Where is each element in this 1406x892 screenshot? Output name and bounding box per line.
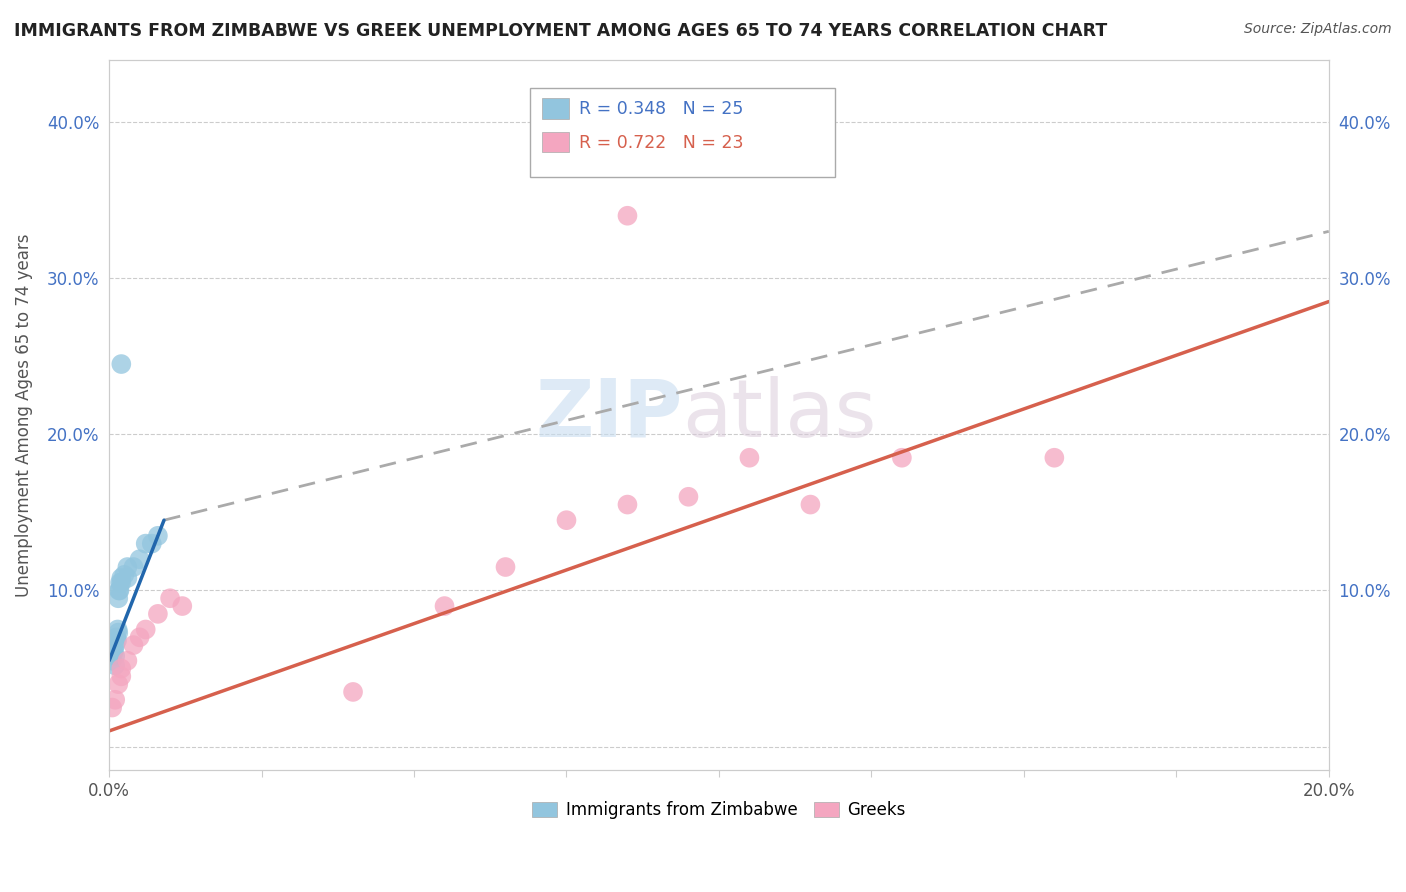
Point	[135, 536, 157, 550]
Point	[616, 209, 638, 223]
Point	[107, 591, 129, 606]
Point	[105, 630, 128, 644]
Point	[105, 633, 128, 648]
Point	[108, 575, 131, 590]
Point	[107, 625, 129, 640]
Point	[108, 583, 131, 598]
Point	[146, 529, 169, 543]
Point	[555, 513, 578, 527]
Point	[101, 700, 124, 714]
Point	[1043, 450, 1066, 465]
Text: ZIP: ZIP	[536, 376, 682, 454]
Point	[107, 677, 129, 691]
Point	[342, 685, 364, 699]
Point	[117, 560, 139, 574]
Point	[110, 669, 132, 683]
Point	[117, 571, 139, 585]
Point	[110, 571, 132, 585]
Point	[146, 607, 169, 621]
Text: R = 0.722   N = 23: R = 0.722 N = 23	[579, 134, 744, 152]
Point	[799, 498, 821, 512]
Y-axis label: Unemployment Among Ages 65 to 74 years: Unemployment Among Ages 65 to 74 years	[15, 233, 32, 597]
Point	[495, 560, 517, 574]
Point	[110, 661, 132, 675]
FancyBboxPatch shape	[543, 132, 569, 152]
Text: atlas: atlas	[682, 376, 877, 454]
Point	[159, 591, 181, 606]
Point	[104, 648, 127, 663]
Point	[738, 450, 761, 465]
Point	[890, 450, 912, 465]
Point	[117, 654, 139, 668]
Point	[433, 599, 456, 613]
Text: Source: ZipAtlas.com: Source: ZipAtlas.com	[1244, 22, 1392, 37]
Point	[104, 658, 127, 673]
Point	[107, 623, 129, 637]
FancyBboxPatch shape	[530, 88, 835, 177]
Point	[128, 552, 150, 566]
Point	[616, 498, 638, 512]
FancyBboxPatch shape	[543, 98, 569, 119]
Point	[122, 560, 145, 574]
Point	[172, 599, 194, 613]
Point	[135, 623, 157, 637]
Point	[110, 357, 132, 371]
Point	[678, 490, 700, 504]
Point	[141, 536, 163, 550]
Text: R = 0.348   N = 25: R = 0.348 N = 25	[579, 100, 742, 119]
Point	[112, 567, 135, 582]
Point	[103, 646, 125, 660]
Legend: Immigrants from Zimbabwe, Greeks: Immigrants from Zimbabwe, Greeks	[526, 794, 912, 826]
Text: IMMIGRANTS FROM ZIMBABWE VS GREEK UNEMPLOYMENT AMONG AGES 65 TO 74 YEARS CORRELA: IMMIGRANTS FROM ZIMBABWE VS GREEK UNEMPL…	[14, 22, 1108, 40]
Point	[104, 692, 127, 706]
Point	[122, 638, 145, 652]
Point	[104, 638, 127, 652]
Point	[110, 575, 132, 590]
Point	[128, 630, 150, 644]
Point	[108, 583, 131, 598]
Point	[101, 654, 124, 668]
Point	[103, 642, 125, 657]
